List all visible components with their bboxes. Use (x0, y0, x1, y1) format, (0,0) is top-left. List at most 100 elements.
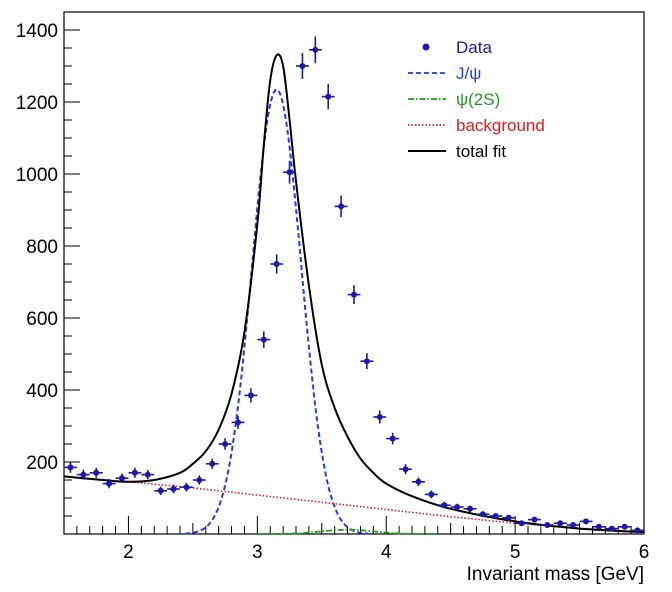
x-tick-label: 3 (252, 542, 263, 563)
legend-label: background (456, 116, 545, 135)
data-marker (286, 169, 293, 176)
data-marker (531, 516, 538, 523)
data-point (76, 469, 90, 480)
data-marker (492, 513, 499, 519)
psi2s-curve (257, 528, 438, 535)
data-point (515, 520, 528, 527)
x-tick-label: 2 (123, 542, 134, 563)
data-marker (467, 505, 473, 512)
data-point (386, 432, 400, 445)
data-point (347, 285, 361, 304)
data-marker (570, 522, 577, 528)
data-point (308, 36, 322, 64)
data-marker (93, 469, 100, 476)
legend-label: total fit (456, 142, 506, 161)
data-marker (479, 511, 486, 518)
y-tick-label: 1000 (16, 165, 58, 186)
data-marker (273, 261, 280, 267)
data-marker (106, 480, 113, 487)
data-point (618, 523, 632, 530)
data-marker (183, 484, 190, 491)
data-point (360, 353, 374, 370)
data-marker (235, 419, 241, 426)
data-marker (595, 523, 602, 530)
data-point (128, 467, 142, 478)
data-point (502, 514, 516, 521)
data-marker (634, 527, 641, 534)
data-point (296, 53, 309, 79)
data-marker (119, 475, 125, 482)
y-tick-label: 400 (26, 381, 58, 402)
data-point (476, 511, 490, 518)
data-marker (338, 203, 345, 210)
data-point (102, 478, 116, 489)
data-point (154, 486, 168, 496)
data-marker (144, 471, 151, 478)
data-marker (454, 504, 461, 510)
data-marker (260, 336, 267, 343)
y-tick-label: 1200 (16, 93, 58, 114)
data-marker (299, 63, 306, 69)
data-marker (428, 491, 435, 498)
data-point (399, 464, 412, 475)
legend-label: Data (456, 38, 492, 57)
total-fit-curve (63, 53, 645, 534)
data-point (437, 501, 451, 509)
y-axis: 200 400 600 800 1000 1200 1400 (16, 11, 80, 535)
data-marker (415, 478, 422, 485)
y-tick-label: 200 (26, 453, 58, 474)
data-point (579, 518, 593, 525)
legend-item-data: Data (422, 38, 492, 57)
legend-marker (422, 43, 430, 51)
data-marker (170, 486, 177, 492)
data-point (553, 520, 567, 527)
data-point (205, 458, 219, 469)
data-marker (441, 502, 448, 509)
background-curve (63, 475, 645, 533)
data-point (450, 503, 464, 511)
data-point (89, 467, 103, 478)
legend-item-jpsi: J/ψ (408, 64, 481, 83)
legend-item-total: total fit (408, 142, 506, 161)
jpsi-curve (185, 88, 369, 535)
data-marker (621, 523, 628, 530)
data-marker (544, 522, 551, 528)
data-point (631, 527, 644, 534)
data-point (115, 473, 129, 483)
data-marker (505, 514, 512, 521)
legend: Data J/ψ ψ(2S) background total fit (408, 38, 545, 161)
legend-item-psi2s: ψ(2S) (408, 90, 500, 109)
data-marker (80, 471, 87, 478)
y-tick-label: 800 (26, 237, 58, 258)
data-marker (363, 358, 370, 365)
x-axis-title: Invariant mass [GeV] (467, 564, 644, 585)
data-points (64, 36, 644, 534)
data-point (463, 505, 477, 513)
data-point (592, 523, 606, 530)
data-marker (402, 466, 409, 473)
data-marker (209, 460, 216, 467)
data-point (283, 160, 296, 184)
data-marker (196, 477, 203, 483)
data-marker (247, 392, 254, 399)
data-point (270, 254, 284, 274)
data-point (167, 484, 180, 494)
data-marker (157, 487, 164, 494)
y-tick-label: 600 (26, 309, 58, 330)
legend-label: ψ(2S) (456, 90, 500, 109)
data-point (231, 415, 245, 429)
data-point (412, 477, 425, 487)
legend-item-bkg: background (408, 116, 545, 135)
data-point (373, 410, 387, 424)
data-marker (325, 93, 332, 100)
data-marker (608, 525, 615, 532)
data-point (321, 84, 335, 110)
data-point (244, 388, 258, 403)
data-marker (389, 435, 396, 442)
data-point (334, 195, 348, 218)
data-marker (222, 441, 229, 447)
data-marker (351, 291, 357, 298)
data-point (218, 438, 232, 450)
data-point (257, 331, 271, 348)
